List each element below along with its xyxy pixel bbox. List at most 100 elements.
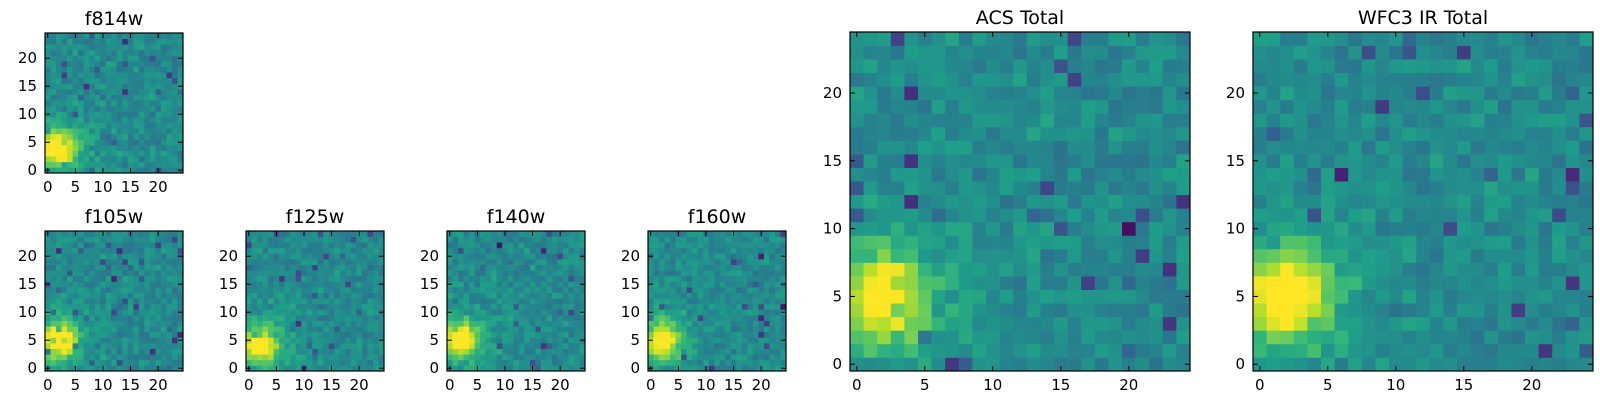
heatmap-cell <box>850 330 864 345</box>
heatmap-cell <box>1307 235 1322 250</box>
heatmap-cell <box>94 161 101 168</box>
heatmap-cell <box>747 298 754 305</box>
heatmap-cell <box>958 248 973 263</box>
heatmap-cell <box>367 275 374 282</box>
heatmap-cell <box>958 194 973 209</box>
heatmap-cell <box>1334 357 1349 372</box>
heatmap-cell <box>56 156 62 163</box>
heatmap-cell <box>1402 357 1417 372</box>
heatmap-cell <box>1497 140 1512 155</box>
heatmap-cell <box>877 126 892 141</box>
heatmap-cell <box>648 275 654 282</box>
heatmap-cell <box>78 281 84 288</box>
heatmap-cell <box>1443 289 1458 304</box>
heatmap-cell <box>1122 208 1136 223</box>
heatmap-cell <box>100 44 107 51</box>
heatmap-cell <box>45 38 51 45</box>
heatmap-cell <box>268 281 274 288</box>
heatmap-cell <box>999 167 1014 182</box>
heatmap-cell <box>697 326 704 333</box>
heatmap-cell <box>1334 316 1349 331</box>
heatmap-cell <box>323 281 330 288</box>
heatmap-cell <box>681 354 687 361</box>
heatmap-cell <box>659 287 665 293</box>
heatmap-cell <box>72 298 79 305</box>
heatmap-cell <box>295 359 302 366</box>
heatmap-cell <box>334 281 341 288</box>
heatmap-cell <box>747 303 754 310</box>
heatmap-cell <box>334 231 341 237</box>
heatmap-cell <box>1293 343 1308 358</box>
x-tick-label: 0 <box>852 376 862 394</box>
heatmap-cell <box>378 231 385 237</box>
heatmap-cell <box>290 298 297 305</box>
heatmap-cell <box>83 139 90 146</box>
heatmap-cell <box>1321 113 1335 128</box>
heatmap-cell <box>513 242 520 249</box>
heatmap-cell <box>670 231 676 237</box>
heatmap-cell <box>1253 167 1267 182</box>
heatmap-cell <box>1040 235 1055 250</box>
heatmap-cell <box>507 343 514 349</box>
heatmap-cell <box>1334 262 1349 277</box>
heatmap-cell <box>67 161 73 168</box>
heatmap-cell <box>273 359 280 366</box>
heatmap-cell <box>155 315 162 321</box>
heatmap-cell <box>378 259 385 265</box>
heatmap-cell <box>529 354 536 361</box>
heatmap-cell <box>301 331 308 338</box>
heatmap-cell <box>78 315 84 321</box>
heatmap-cell <box>986 208 1000 223</box>
heatmap-cell <box>1026 72 1041 87</box>
heatmap-cell <box>653 231 660 237</box>
heatmap-cell <box>149 359 156 366</box>
heatmap-cell <box>290 236 297 243</box>
heatmap-cell <box>1293 72 1308 87</box>
heatmap-cell <box>1162 126 1177 141</box>
heatmap-cell <box>1321 357 1335 372</box>
heatmap-cell <box>61 89 68 95</box>
heatmap-cell <box>1321 72 1335 87</box>
heatmap-cell <box>708 320 715 327</box>
heatmap-cell <box>290 359 297 366</box>
heatmap-cell <box>573 359 580 366</box>
heatmap-cell <box>1094 262 1109 277</box>
heatmap-cell <box>1135 316 1150 331</box>
heatmap-cell <box>306 253 313 260</box>
heatmap-cell <box>279 320 285 327</box>
heatmap-cell <box>485 309 492 316</box>
heatmap-cell <box>116 122 123 129</box>
heatmap-cell <box>485 231 492 237</box>
heatmap-cell <box>1149 167 1164 182</box>
heatmap-cell <box>763 231 770 237</box>
heatmap-cell <box>725 343 732 349</box>
heatmap-cell <box>1108 32 1123 46</box>
heatmap-cell <box>166 77 173 84</box>
y-tick-label: 20 <box>18 49 37 67</box>
heatmap-cell <box>166 83 173 90</box>
heatmap-cell <box>61 122 68 129</box>
heatmap-cell <box>94 61 101 67</box>
heatmap-cell <box>719 365 726 372</box>
heatmap-cell <box>94 242 101 249</box>
heatmap-cell <box>144 139 151 146</box>
heatmap-cell <box>513 298 520 305</box>
heatmap-cell <box>1361 221 1376 236</box>
heatmap-cell <box>50 44 57 51</box>
heatmap-cell <box>144 55 151 62</box>
heatmap-cell <box>1040 303 1055 318</box>
heatmap-cell <box>166 292 173 299</box>
heatmap-cell <box>367 309 374 316</box>
heatmap-cell <box>127 105 134 112</box>
heatmap-cell <box>850 248 864 263</box>
y-tick-label: 0 <box>630 359 640 377</box>
heatmap-cell <box>166 150 173 157</box>
heatmap-cell <box>89 72 96 79</box>
heatmap-cell <box>61 320 68 327</box>
heatmap-cell <box>1149 303 1164 318</box>
heatmap-cell <box>1402 113 1417 128</box>
heatmap-cell <box>89 139 96 146</box>
heatmap-cell <box>945 357 960 372</box>
heatmap-cell <box>1457 208 1471 223</box>
heatmap-cell <box>780 247 787 254</box>
